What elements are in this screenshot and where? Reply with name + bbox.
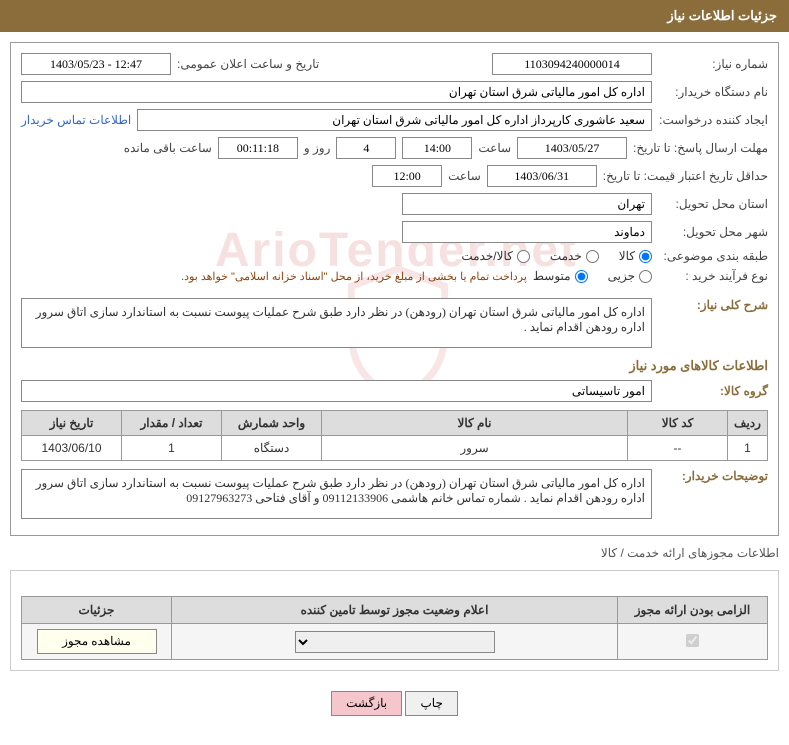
td-date: 1403/06/10 xyxy=(22,436,122,461)
validity-date-input[interactable] xyxy=(487,165,597,187)
back-button[interactable]: بازگشت xyxy=(331,691,402,716)
desc-textarea[interactable]: اداره کل امور مالیاتی شرق استان تهران (ر… xyxy=(21,298,652,348)
row-process: نوع فرآیند خرید : جزیی متوسط پرداخت تمام… xyxy=(21,269,768,283)
row-province: استان محل تحویل: xyxy=(21,193,768,215)
header-title: جزئیات اطلاعات نیاز xyxy=(667,8,777,23)
radio-both[interactable]: کالا/خدمت xyxy=(461,249,529,263)
row-description: شرح کلی نیاز: اداره کل امور مالیاتی شرق … xyxy=(21,298,768,348)
province-input[interactable] xyxy=(402,193,652,215)
category-label: طبقه بندی موضوعی: xyxy=(658,249,768,263)
days-label: روز و xyxy=(304,141,331,155)
th-mandatory: الزامی بودن ارائه مجوز xyxy=(618,597,768,624)
td-row: 1 xyxy=(728,436,768,461)
td-details: مشاهده مجوز xyxy=(22,624,172,660)
row-category: طبقه بندی موضوعی: کالا خدمت کالا/خدمت xyxy=(21,249,768,263)
radio-service[interactable]: خدمت xyxy=(550,249,599,263)
td-unit: دستگاه xyxy=(222,436,322,461)
radio-partial[interactable]: جزیی xyxy=(608,269,652,283)
city-label: شهر محل تحویل: xyxy=(658,225,768,239)
buyer-org-label: نام دستگاه خریدار: xyxy=(658,85,768,99)
td-name: سرور xyxy=(322,436,628,461)
process-label: نوع فرآیند خرید : xyxy=(658,269,768,283)
requester-label: ایجاد کننده درخواست: xyxy=(658,113,768,127)
row-buyer-notes: توضیحات خریدار: اداره کل امور مالیاتی شر… xyxy=(21,469,768,519)
main-panel: ArioTender.net شماره نیاز: تاریخ و ساعت … xyxy=(10,42,779,536)
validity-label: حداقل تاریخ اعتبار قیمت: تا تاریخ: xyxy=(603,169,768,183)
permits-header-row: الزامی بودن ارائه مجوز اعلام وضعیت مجوز … xyxy=(22,597,768,624)
print-button[interactable]: چاپ xyxy=(405,691,457,716)
buyer-org-input[interactable] xyxy=(21,81,652,103)
deadline-time-input[interactable] xyxy=(402,137,472,159)
deadline-label: مهلت ارسال پاسخ: تا تاریخ: xyxy=(633,141,768,155)
row-deadline: مهلت ارسال پاسخ: تا تاریخ: ساعت روز و سا… xyxy=(21,137,768,159)
goods-group-label: گروه کالا: xyxy=(658,384,768,398)
announce-label: تاریخ و ساعت اعلان عمومی: xyxy=(177,57,319,71)
buyer-notes-label: توضیحات خریدار: xyxy=(658,469,768,483)
view-permit-button[interactable]: مشاهده مجوز xyxy=(37,629,157,654)
goods-group-input[interactable] xyxy=(21,380,652,402)
buyer-notes-textarea[interactable]: اداره کل امور مالیاتی شرق استان تهران (ر… xyxy=(21,469,652,519)
city-input[interactable] xyxy=(402,221,652,243)
row-need-number: شماره نیاز: تاریخ و ساعت اعلان عمومی: xyxy=(21,53,768,75)
time-label-2: ساعت xyxy=(448,169,481,183)
action-buttons: چاپ بازگشت xyxy=(0,681,789,726)
radio-goods[interactable]: کالا xyxy=(619,249,652,263)
validity-time-input[interactable] xyxy=(372,165,442,187)
province-label: استان محل تحویل: xyxy=(658,197,768,211)
row-validity: حداقل تاریخ اعتبار قیمت: تا تاریخ: ساعت xyxy=(21,165,768,187)
payment-note: پرداخت تمام یا بخشی از مبلغ خرید، از محل… xyxy=(181,270,527,283)
radio-medium[interactable]: متوسط xyxy=(533,269,588,283)
goods-table-row: 1 -- سرور دستگاه 1 1403/06/10 xyxy=(22,436,768,461)
th-code: کد کالا xyxy=(628,411,728,436)
goods-table: ردیف کد کالا نام کالا واحد شمارش تعداد /… xyxy=(21,410,768,461)
th-name: نام کالا xyxy=(322,411,628,436)
th-details: جزئیات xyxy=(22,597,172,624)
td-status xyxy=(172,624,618,660)
row-city: شهر محل تحویل: xyxy=(21,221,768,243)
days-remain-input[interactable] xyxy=(336,137,396,159)
th-date: تاریخ نیاز xyxy=(22,411,122,436)
goods-section-title: اطلاعات کالاهای مورد نیاز xyxy=(21,358,768,374)
announce-input[interactable] xyxy=(21,53,171,75)
category-radio-group: کالا خدمت کالا/خدمت xyxy=(461,249,652,263)
th-qty: تعداد / مقدار xyxy=(122,411,222,436)
contact-link[interactable]: اطلاعات تماس خریدار xyxy=(21,113,131,127)
process-radio-group: جزیی متوسط xyxy=(533,269,652,283)
deadline-date-input[interactable] xyxy=(517,137,627,159)
time-remain-input[interactable] xyxy=(218,137,298,159)
row-requester: ایجاد کننده درخواست: اطلاعات تماس خریدار xyxy=(21,109,768,131)
th-unit: واحد شمارش xyxy=(222,411,322,436)
need-number-label: شماره نیاز: xyxy=(658,57,768,71)
permits-row: مشاهده مجوز xyxy=(22,624,768,660)
td-mandatory xyxy=(618,624,768,660)
time-label-1: ساعت xyxy=(478,141,511,155)
goods-table-header-row: ردیف کد کالا نام کالا واحد شمارش تعداد /… xyxy=(22,411,768,436)
td-qty: 1 xyxy=(122,436,222,461)
th-row: ردیف xyxy=(728,411,768,436)
page-header: جزئیات اطلاعات نیاز xyxy=(0,0,789,32)
permits-table: الزامی بودن ارائه مجوز اعلام وضعیت مجوز … xyxy=(21,596,768,660)
permits-legend: اطلاعات مجوزهای ارائه خدمت / کالا xyxy=(10,546,779,560)
status-select[interactable] xyxy=(295,631,495,653)
need-number-input[interactable] xyxy=(492,53,652,75)
mandatory-checkbox xyxy=(686,634,699,647)
td-code: -- xyxy=(628,436,728,461)
row-buyer-org: نام دستگاه خریدار: xyxy=(21,81,768,103)
requester-input[interactable] xyxy=(137,109,652,131)
desc-label: شرح کلی نیاز: xyxy=(658,298,768,312)
permits-panel: الزامی بودن ارائه مجوز اعلام وضعیت مجوز … xyxy=(10,570,779,671)
th-status: اعلام وضعیت مجوز توسط تامین کننده xyxy=(172,597,618,624)
row-goods-group: گروه کالا: xyxy=(21,380,768,402)
remain-label: ساعت باقی مانده xyxy=(124,141,212,155)
